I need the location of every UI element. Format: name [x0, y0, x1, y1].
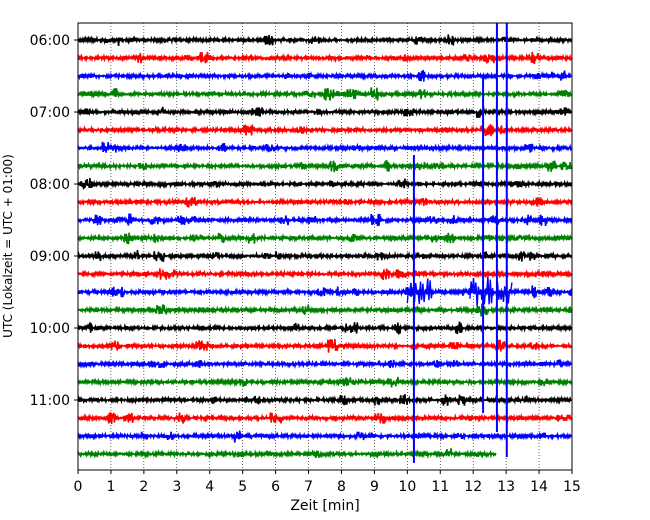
x-tick-label: 0	[74, 479, 83, 495]
y-tick-label: 09:00	[30, 249, 70, 265]
x-axis-ticks: 0 1 2 3 4 5 6 7 8 9 10 11 12 13 14 15	[74, 470, 581, 495]
trace-21	[77, 394, 573, 406]
event-burst-3	[495, 282, 513, 304]
trace-18	[77, 339, 573, 353]
grid-lines	[110, 23, 540, 470]
trace-11	[77, 213, 573, 227]
x-tick-label: 2	[139, 479, 148, 495]
trace-17	[77, 321, 573, 335]
traces	[77, 34, 573, 460]
x-tick-label: 1	[106, 479, 115, 495]
trace-10	[77, 196, 573, 208]
trace-20	[77, 376, 573, 388]
trace-19	[77, 358, 573, 370]
x-tick-label: 9	[370, 479, 379, 495]
y-tick-label: 06:00	[30, 33, 70, 49]
x-tick-label: 15	[563, 479, 581, 495]
x-tick-label: 12	[464, 479, 482, 495]
trace-2	[77, 51, 573, 65]
x-tick-label: 6	[271, 479, 280, 495]
trace-5	[77, 105, 573, 118]
y-axis-label: UTC (Lokalzeit = UTC + 01:00)	[1, 154, 15, 338]
y-axis-ticks: 06:00 07:00 08:00 09:00 10:00 11:00	[30, 33, 78, 409]
x-tick-label: 8	[337, 479, 346, 495]
trace-1	[77, 34, 573, 46]
event-burst-1	[406, 278, 434, 305]
trace-23	[77, 430, 573, 443]
x-tick-label: 10	[398, 479, 416, 495]
y-tick-label: 07:00	[30, 105, 70, 121]
x-tick-label: 4	[205, 479, 214, 495]
x-tick-label: 3	[172, 479, 181, 495]
y-tick-label: 11:00	[30, 393, 70, 409]
y-tick-label: 10:00	[30, 321, 70, 337]
trace-13	[77, 250, 573, 262]
x-tick-label: 5	[238, 479, 247, 495]
plot-frame	[77, 22, 573, 471]
trace-3	[77, 69, 572, 82]
trace-7	[77, 141, 573, 154]
trace-12	[77, 232, 573, 245]
x-tick-label: 13	[497, 479, 515, 495]
x-tick-label: 7	[304, 479, 313, 495]
trace-14	[77, 268, 573, 281]
x-tick-label: 11	[431, 479, 449, 495]
trace-6	[77, 124, 573, 137]
trace-22	[77, 412, 573, 424]
trace-16	[77, 303, 573, 317]
event-burst-2	[469, 276, 494, 307]
x-tick-label: 14	[530, 479, 548, 495]
trace-4	[77, 87, 573, 101]
y-tick-label: 08:00	[30, 177, 70, 193]
event-spikes	[406, 23, 513, 463]
trace-9	[77, 178, 573, 190]
trace-8	[77, 160, 573, 173]
trace-24	[77, 448, 497, 460]
x-axis-label: Zeit [min]	[290, 498, 359, 514]
